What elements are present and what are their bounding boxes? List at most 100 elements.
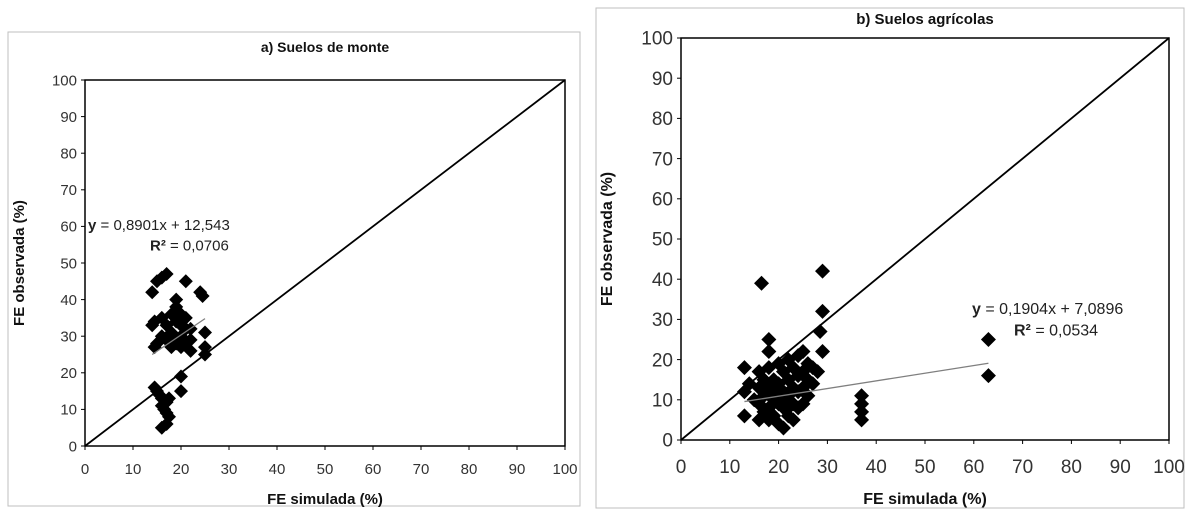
- data-point: [980, 332, 996, 347]
- data-point: [174, 384, 188, 399]
- x-tick-label: 40: [866, 457, 887, 478]
- y-tick-label: 60: [60, 219, 77, 236]
- data-point: [805, 376, 821, 392]
- x-tick-label: 100: [552, 461, 577, 478]
- data-point: [145, 285, 160, 300]
- data-point: [854, 404, 870, 420]
- data-point: [198, 347, 212, 362]
- data-point: [812, 323, 828, 339]
- data-point: [756, 372, 772, 388]
- y-tick-label: 90: [652, 69, 673, 90]
- data-point: [169, 292, 184, 307]
- y-tick-label: 70: [60, 182, 77, 199]
- x-tick-label: 30: [221, 461, 238, 478]
- x-tick-label: 70: [1012, 457, 1033, 478]
- x-tick-label: 60: [963, 457, 984, 478]
- x-tick-label: 10: [719, 457, 740, 478]
- y-tick-label: 80: [652, 109, 673, 130]
- data-point: [159, 266, 174, 281]
- y-tick-label: 90: [60, 109, 77, 126]
- data-point: [761, 332, 777, 347]
- data-point: [775, 420, 791, 436]
- data-point: [815, 263, 831, 279]
- y-axis-title: FE observada (%): [599, 172, 616, 306]
- x-tick-label: 20: [173, 461, 190, 478]
- data-point: [195, 288, 210, 303]
- data-point: [854, 396, 870, 412]
- data-point: [795, 344, 811, 360]
- y-tick-label: 40: [60, 292, 77, 309]
- chart-panel-b: b) Suelos agrícolas 0 10 20 30 40 50 60 70 80 90 10…: [590, 0, 1190, 512]
- data-point: [198, 340, 212, 355]
- data-point: [766, 384, 782, 400]
- x-tick-label: 80: [461, 461, 478, 478]
- data-point: [174, 369, 188, 384]
- data-point: [754, 275, 770, 291]
- data-point: [815, 303, 831, 319]
- data-point: [145, 318, 160, 333]
- y-tick-label: 10: [652, 390, 673, 411]
- data-point: [854, 388, 870, 404]
- x-tick-label: 40: [269, 461, 286, 478]
- data-point: [815, 344, 831, 360]
- x-tick-label: 90: [1110, 457, 1131, 478]
- y-tick-label: 30: [60, 328, 77, 345]
- data-point: [785, 412, 801, 428]
- data-point: [805, 360, 821, 376]
- y-axis-title: FE observada (%): [11, 200, 28, 326]
- data-point: [854, 412, 870, 428]
- data-point: [980, 368, 996, 384]
- y-tick-label: 40: [652, 270, 673, 291]
- trendline-equation: y = 0,8901x + 12,543: [88, 217, 230, 234]
- x-tick-label: 90: [509, 461, 526, 478]
- x-tick-label: 0: [676, 457, 687, 478]
- y-tick-label: 100: [52, 72, 77, 89]
- data-point: [756, 404, 772, 420]
- chart-frame: [7, 31, 581, 507]
- y-tick-label: 70: [652, 149, 673, 170]
- data-point: [174, 307, 188, 322]
- y-tick-label: 50: [652, 230, 673, 251]
- x-tick-label: 10: [125, 461, 142, 478]
- x-tick-label: 20: [768, 457, 789, 478]
- chart-title: a) Suelos de monte: [261, 39, 390, 55]
- trendline: [151, 318, 206, 356]
- x-tick-label: 70: [413, 461, 430, 478]
- data-point: [736, 408, 752, 424]
- y-tick-label: 50: [60, 255, 77, 272]
- data-point: [751, 364, 767, 380]
- x-tick-label: 100: [1153, 457, 1185, 478]
- data-point: [751, 412, 767, 428]
- x-tick-label: 60: [365, 461, 382, 478]
- x-tick-label: 80: [1061, 457, 1082, 478]
- y-tick-label: 100: [641, 29, 673, 50]
- data-point: [162, 409, 176, 424]
- y-tick-label: 30: [652, 310, 673, 331]
- data-point: [162, 391, 176, 406]
- y-tick-label: 80: [60, 145, 77, 162]
- one-to-one-line: [84, 79, 566, 447]
- data-point: [736, 360, 752, 376]
- data-point: [198, 325, 212, 340]
- x-tick-label: 50: [914, 457, 935, 478]
- y-tick-label: 0: [69, 438, 77, 455]
- y-tick-label: 10: [60, 402, 77, 419]
- data-point: [761, 344, 777, 360]
- x-axis-title: FE simulada (%): [863, 491, 987, 508]
- r-squared-label: R² = 0,0534: [1014, 323, 1098, 340]
- r-squared-label: R² = 0,0706: [150, 237, 229, 254]
- y-tick-label: 0: [662, 431, 673, 452]
- chart-title: b) Suelos agrícolas: [856, 11, 994, 28]
- data-point: [178, 274, 193, 289]
- chart-panel-a: a) Suelos de monte 0 10 20 30 40 50 60 70 80 90 100…: [0, 0, 585, 512]
- y-tick-label: 20: [60, 365, 77, 382]
- y-tick-label: 60: [652, 189, 673, 210]
- x-axis-title: FE simulada (%): [267, 491, 383, 508]
- data-point: [780, 400, 796, 416]
- chart-frame: [595, 7, 1185, 509]
- y-tick-label: 20: [652, 350, 673, 371]
- data-point: [741, 376, 757, 392]
- scatter-chart-b: b) Suelos agrícolas 0 10 20 30 40 50 60 70 80 90 10…: [595, 7, 1185, 509]
- x-tick-label: 0: [81, 461, 89, 478]
